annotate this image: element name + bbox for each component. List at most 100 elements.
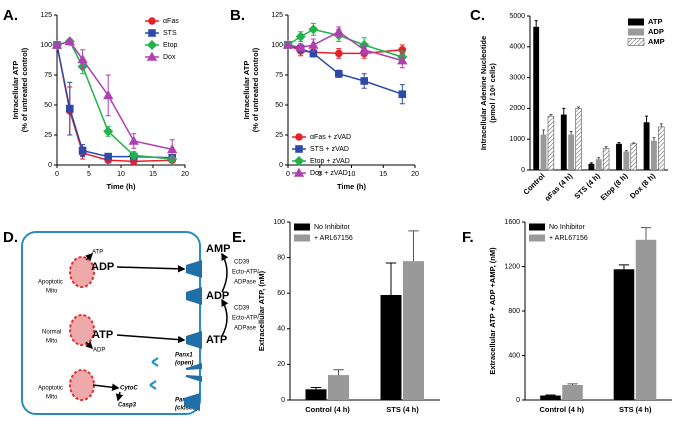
y-tick-label: 40 bbox=[277, 326, 285, 333]
y-axis-title: Extracellular ATP + ADP +AMP, (nM) bbox=[488, 247, 497, 375]
marker bbox=[104, 152, 113, 161]
bar bbox=[575, 108, 582, 171]
marker bbox=[103, 126, 114, 137]
diagram-label: (closed) bbox=[175, 406, 198, 412]
legend-swatch bbox=[294, 223, 310, 231]
x-tick-label: 15 bbox=[379, 171, 387, 178]
marker bbox=[51, 39, 63, 49]
y-tick-label: 20 bbox=[277, 361, 285, 368]
diagram-label: CD39 bbox=[234, 306, 250, 312]
diagram-label: (open) bbox=[175, 361, 193, 367]
legend-marker bbox=[148, 29, 156, 37]
marker bbox=[359, 44, 370, 54]
marker bbox=[282, 39, 294, 49]
bar bbox=[602, 148, 610, 171]
legend-label: No Inhibitor bbox=[549, 224, 585, 231]
error-bar bbox=[597, 157, 601, 160]
error-bar bbox=[645, 115, 649, 123]
y-tick-label: 2000 bbox=[509, 105, 525, 112]
x-tick-label: Control (4 h) bbox=[305, 405, 350, 414]
diagram-label: CytoC bbox=[120, 386, 138, 392]
bar bbox=[328, 375, 349, 400]
error-bar bbox=[652, 137, 656, 141]
y-tick-label: 100 bbox=[273, 219, 285, 226]
legend-marker bbox=[293, 155, 305, 167]
mitochondrion bbox=[69, 314, 95, 346]
marker bbox=[335, 49, 343, 58]
y-tick-label: 50 bbox=[275, 102, 283, 109]
bar bbox=[616, 143, 622, 170]
panel-label: A. bbox=[3, 7, 18, 24]
y-tick-label: 5000 bbox=[509, 13, 525, 20]
diagram-label: Ecto-ATP/ bbox=[232, 316, 259, 322]
legend-label: Etop + zVAD bbox=[310, 158, 350, 165]
y-tick-label: 3000 bbox=[509, 74, 525, 81]
legend-swatch bbox=[529, 234, 545, 242]
y-tick-label: 75 bbox=[44, 72, 52, 79]
legend-swatch bbox=[627, 38, 645, 46]
legend-label: ADP bbox=[648, 27, 664, 36]
x-axis-title: Time (h) bbox=[106, 182, 136, 191]
marker bbox=[103, 90, 114, 100]
marker bbox=[64, 36, 75, 46]
diagram-label: Mito bbox=[46, 339, 58, 345]
y-tick-label: 4000 bbox=[509, 44, 525, 51]
bar bbox=[630, 143, 637, 171]
legend-marker bbox=[146, 51, 158, 61]
bar bbox=[540, 134, 547, 170]
error-bar bbox=[659, 123, 663, 127]
legend-swatch bbox=[628, 18, 644, 26]
y-tick-label: 100 bbox=[40, 42, 52, 49]
y-tick-label: 25 bbox=[275, 132, 283, 139]
diagram-label: Normal bbox=[42, 330, 61, 336]
y-tick-label: 60 bbox=[277, 290, 285, 297]
x-tick-label: 5 bbox=[87, 171, 91, 178]
diagram-label: ADP bbox=[206, 290, 229, 302]
y-tick-label: 0 bbox=[279, 162, 283, 169]
error-bar bbox=[632, 142, 636, 144]
diagram-label: Mito bbox=[46, 395, 58, 401]
legend-label: No Inhibitor bbox=[314, 224, 350, 231]
y-tick-label: 1600 bbox=[504, 219, 520, 226]
error-bar bbox=[617, 142, 621, 144]
y-tick-label: 50 bbox=[44, 102, 52, 109]
legend-marker bbox=[293, 167, 305, 177]
marker bbox=[77, 54, 88, 64]
legend-label: STS + zVAD bbox=[310, 146, 349, 153]
mitochondrion bbox=[69, 256, 95, 288]
y-tick-label: 0 bbox=[48, 162, 52, 169]
error-bar bbox=[567, 383, 578, 385]
x-tick-label: 20 bbox=[411, 171, 419, 178]
diagram-label: Panx1 bbox=[175, 353, 193, 359]
bar bbox=[547, 115, 555, 171]
diagram-label: ADP bbox=[91, 261, 114, 273]
error-bar bbox=[542, 129, 546, 135]
diagram-label: Apoptotic bbox=[38, 280, 63, 286]
diagram-label: Casp3 bbox=[118, 403, 137, 409]
error-bar bbox=[385, 262, 397, 295]
legend-marker bbox=[295, 145, 303, 153]
x-tick-label: Control (4 h) bbox=[539, 405, 584, 414]
y-axis-title: (% of untreated control) bbox=[20, 47, 29, 132]
bar bbox=[380, 294, 402, 400]
diagram-label: Ecto-ATP/ bbox=[232, 270, 259, 276]
y-tick-label: 25 bbox=[44, 132, 52, 139]
y-tick-label: 100 bbox=[271, 42, 283, 49]
marker bbox=[295, 42, 306, 52]
legend-label: AMP bbox=[648, 37, 665, 46]
error-bar bbox=[604, 146, 608, 149]
marker bbox=[333, 26, 344, 36]
marker bbox=[295, 31, 306, 42]
diagram-label: CD39 bbox=[234, 260, 250, 266]
bar bbox=[651, 140, 657, 170]
y-tick-label: 0 bbox=[516, 397, 520, 404]
legend-label: Dox bbox=[163, 54, 176, 61]
mitochondrion bbox=[69, 369, 95, 401]
legend-marker bbox=[295, 133, 303, 141]
marker bbox=[308, 24, 319, 35]
marker bbox=[128, 150, 139, 161]
error-bar bbox=[589, 162, 593, 164]
diagram-label: ADP bbox=[93, 348, 105, 354]
error-bar bbox=[333, 369, 344, 376]
